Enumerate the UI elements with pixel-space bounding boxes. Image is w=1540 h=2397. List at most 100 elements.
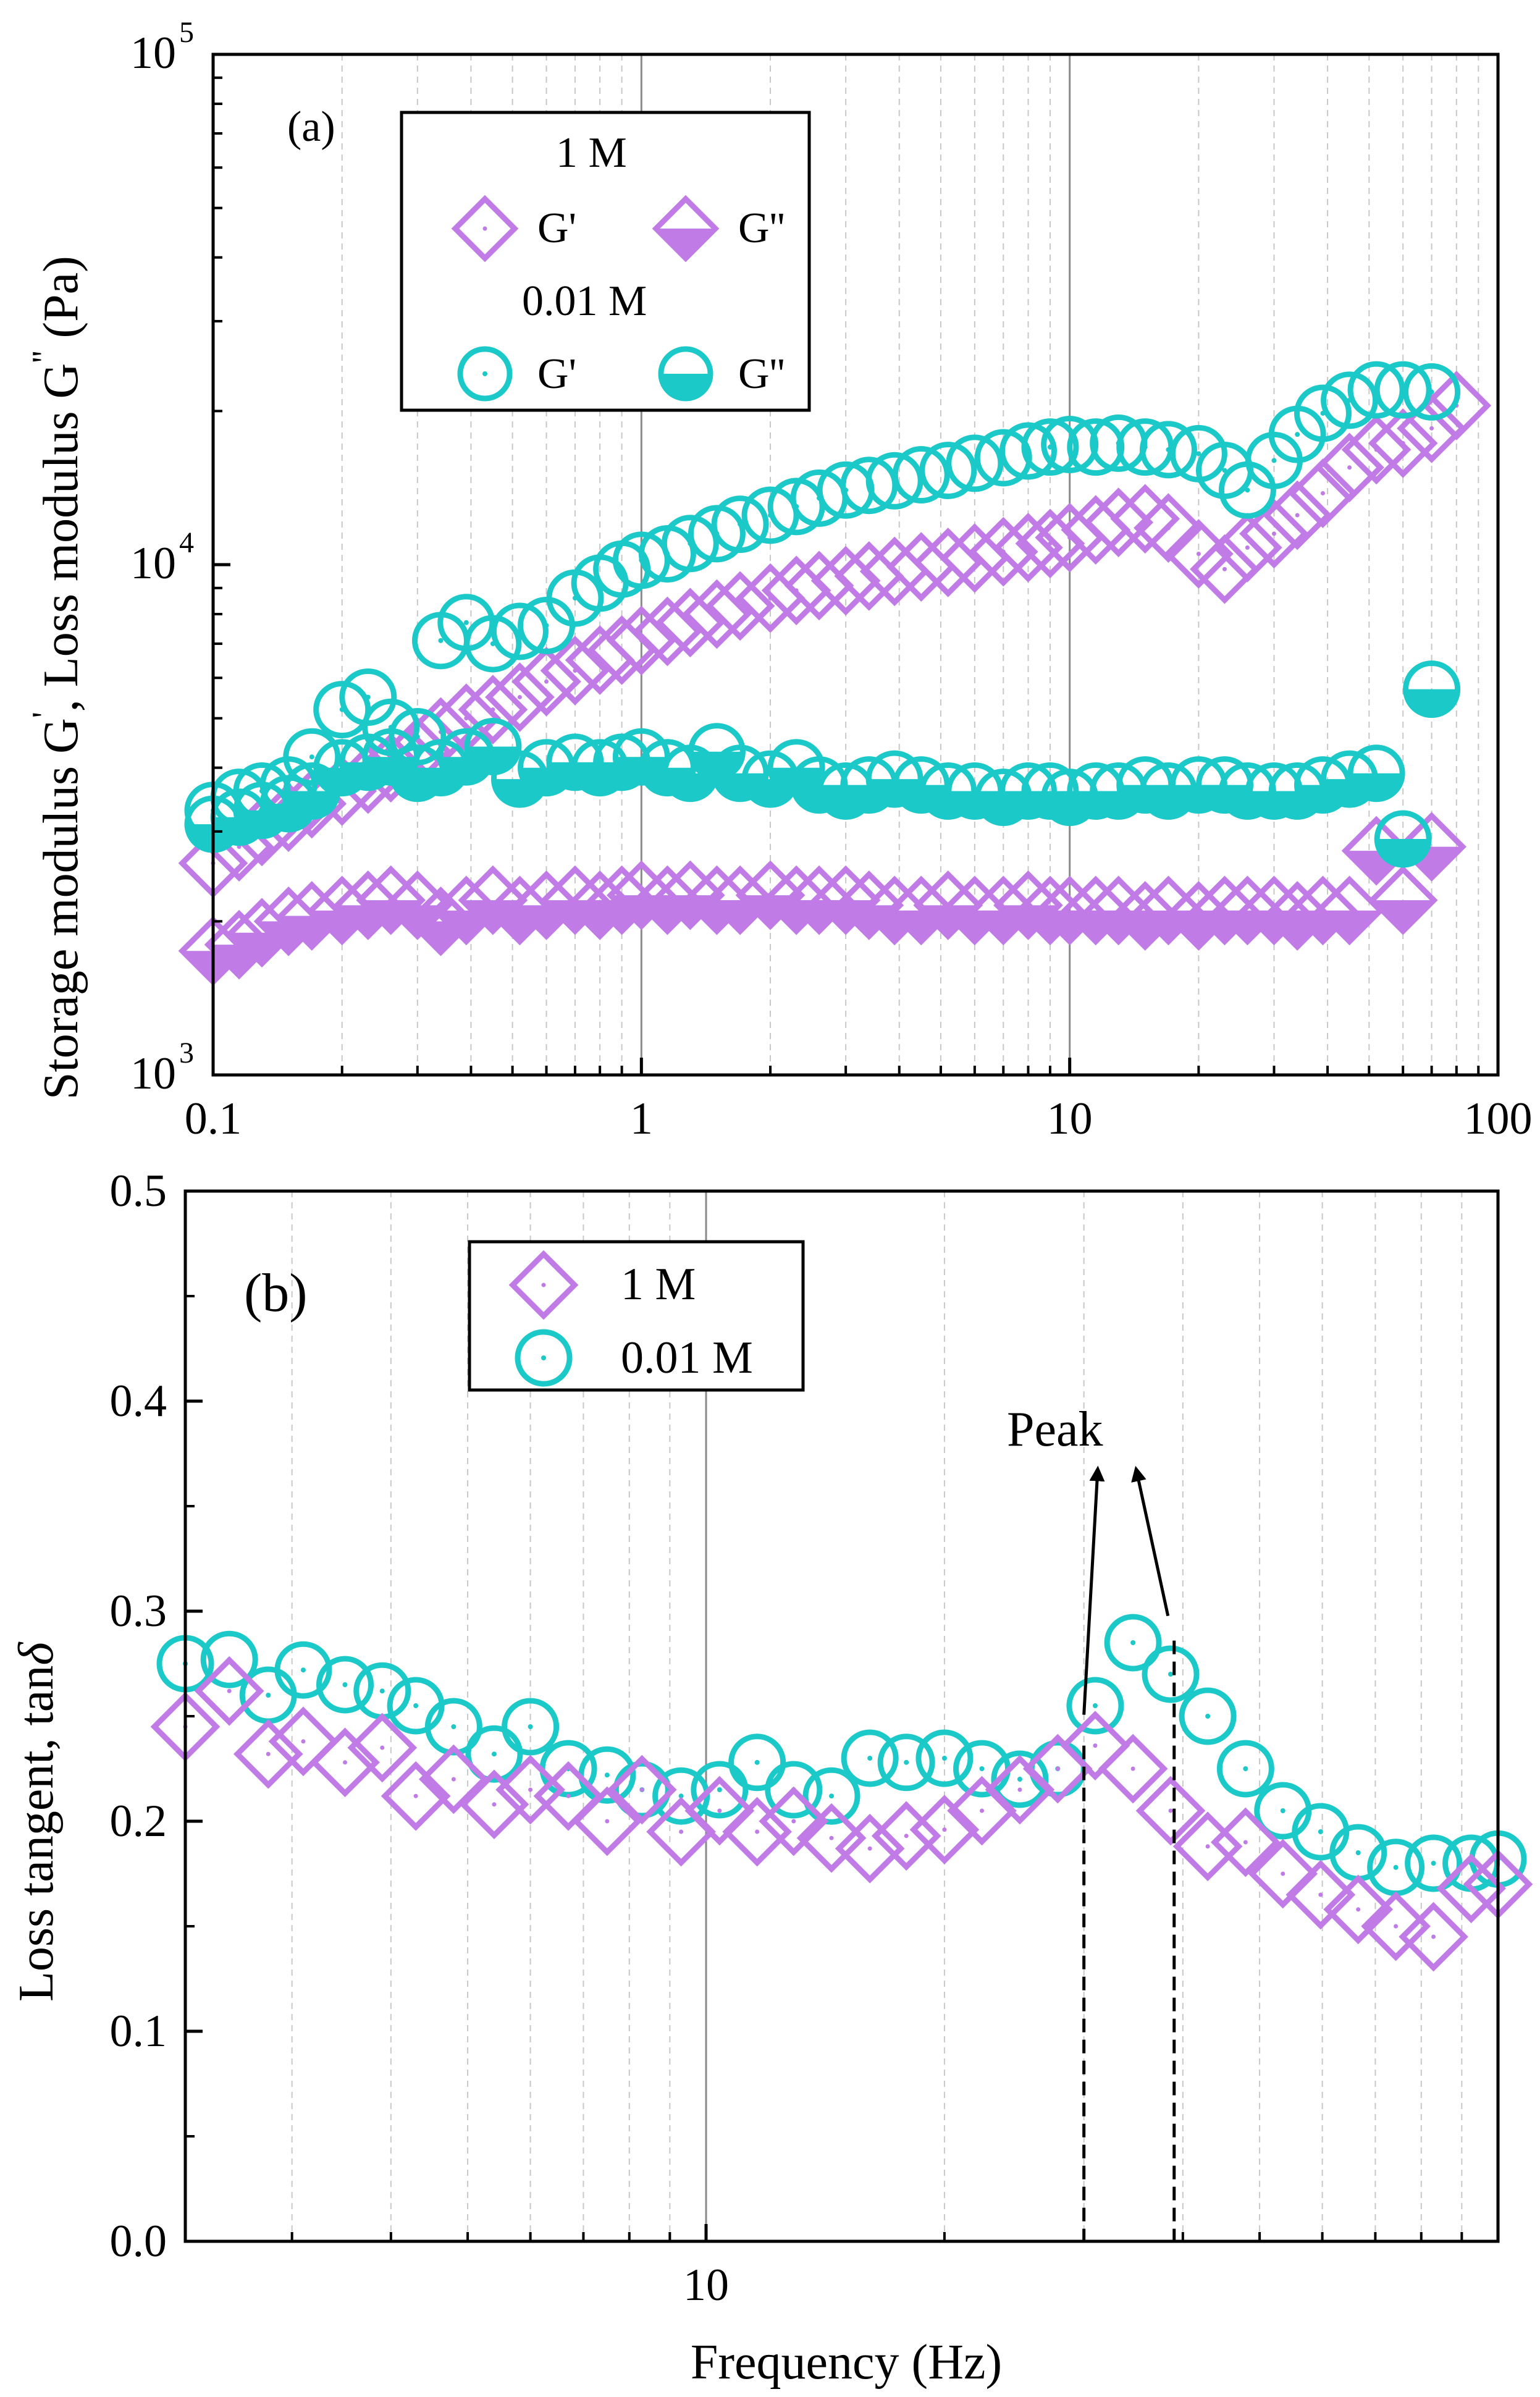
point-b-1-M <box>1172 1811 1243 1882</box>
legend-a-001m-gprime-label: G' <box>537 350 576 398</box>
point-b-1-M <box>759 1786 829 1856</box>
point-a-s3 <box>1374 810 1432 868</box>
point-b-1-M <box>607 1755 677 1825</box>
legend-a-001m-gprime-marker <box>457 346 513 402</box>
point-b-0.01-M <box>841 1729 899 1787</box>
point-b-1-M <box>909 1795 980 1864</box>
legend-a-1m-gprime-marker <box>451 195 519 263</box>
peak-annotation: Peak <box>1007 1402 1176 2241</box>
legend-a-group2-title: 0.01 M <box>522 277 647 325</box>
point-b-0.01-M <box>387 1677 445 1735</box>
y-tick-label-a: 10 <box>130 1048 176 1099</box>
point-b-1-M <box>533 1761 604 1831</box>
legend-b-1m-label: 1 M <box>621 1259 696 1310</box>
y-tick-exponent-a: 3 <box>179 1037 194 1069</box>
point-a-s2 <box>1139 421 1197 479</box>
point-a-s2 <box>283 728 341 786</box>
y-tick-label-a: 10 <box>130 538 176 589</box>
y-tick-label-b: 0.2 <box>110 1796 167 1847</box>
point-a-s0 <box>1262 480 1332 550</box>
point-b-0.01-M <box>465 1725 523 1783</box>
legend-b-001m-label: 0.01 M <box>621 1333 753 1383</box>
panel-b-legend: 1 M 0.01 M <box>468 1240 805 1392</box>
point-a-s0 <box>1213 513 1282 583</box>
point-a-s0 <box>705 571 775 641</box>
x-tick-label-a: 100 <box>1464 1093 1533 1144</box>
point-a-s0 <box>1190 534 1260 604</box>
panel-b-xlabel: Frequency (Hz) <box>691 2335 1002 2390</box>
panel-a-legend: 1 M G' G'' 0.01 M G' G'' <box>400 111 811 412</box>
peak-arrow-001m <box>1131 1465 1170 1617</box>
point-a-s3 <box>1347 744 1405 803</box>
point-b-1-M <box>418 1744 489 1814</box>
point-b-1-M <box>871 1801 941 1871</box>
point-b-1-M <box>796 1803 867 1873</box>
y-tick-label-b: 0.0 <box>110 2216 167 2267</box>
legend-b-1m-marker <box>508 1250 579 1320</box>
point-b-1-M <box>310 1727 380 1798</box>
point-a-s2 <box>1218 461 1276 519</box>
peak-arrow-1m <box>1082 1465 1105 1715</box>
point-b-1-M <box>347 1712 418 1783</box>
point-a-s3 <box>1403 660 1461 718</box>
x-tick-label-a: 0.1 <box>185 1093 242 1144</box>
x-tick-label-a: 1 <box>630 1093 653 1144</box>
panel-a-ylabel: Storage modulus G', Loss modulus G'' (Pa… <box>25 256 88 1100</box>
point-a-s0 <box>1397 393 1466 463</box>
point-b-0.01-M <box>991 1750 1049 1808</box>
point-b-1-M <box>1399 1902 1468 1972</box>
y-tick-label-b: 0.1 <box>110 2006 167 2057</box>
point-b-1-M <box>381 1761 451 1831</box>
legend-marker <box>451 195 519 263</box>
point-b-1-M <box>459 1769 529 1840</box>
point-b-0.01-M <box>1142 1645 1200 1703</box>
legend-a-1m-gprime-label: G' <box>537 204 576 252</box>
x-tick-label-b: 10 <box>683 2260 729 2311</box>
panel-b-ylabel: Loss tangent, tanδ <box>9 1641 64 2002</box>
panel-b: Peak 10 0.0 0.1 0.2 0.3 0.4 0.5 (b) 1 M 0.01 M… <box>9 1166 1533 2390</box>
panel-b-grid <box>291 1191 1463 2241</box>
point-b-0.01-M <box>1216 1740 1274 1798</box>
point-b-1-M <box>1098 1734 1168 1804</box>
y-tick-label-b: 0.4 <box>110 1376 167 1426</box>
y-tick-label-b: 0.3 <box>110 1586 167 1637</box>
point-a-s2 <box>711 495 769 554</box>
point-b-0.01-M <box>274 1641 332 1699</box>
point-b-1-M <box>722 1797 793 1867</box>
y-tick-exponent-a: 4 <box>179 526 194 559</box>
point-b-1-M <box>1248 1839 1318 1909</box>
point-a-s2 <box>1021 418 1079 476</box>
y-tick-label-a: 10 <box>130 28 176 78</box>
legend-marker <box>515 1329 573 1387</box>
y-tick-exponent-a: 5 <box>179 16 194 49</box>
point-b-0.01-M <box>728 1734 786 1792</box>
point-b-0.01-M <box>915 1729 974 1787</box>
legend-marker <box>508 1250 579 1320</box>
point-b-1-M <box>835 1813 905 1884</box>
point-b-0.01-M <box>353 1662 411 1720</box>
legend-marker <box>457 346 513 402</box>
point-a-s0 <box>511 646 581 717</box>
point-a-s2 <box>518 596 576 654</box>
panel-b-marks <box>150 1614 1533 1972</box>
point-b-0.01-M <box>1179 1687 1237 1745</box>
legend-b-001m-marker <box>515 1329 573 1387</box>
point-b-1-M <box>1361 1891 1431 1961</box>
point-a-s0 <box>1134 493 1203 563</box>
point-b-1-M <box>572 1786 642 1856</box>
point-b-0.01-M <box>877 1734 935 1792</box>
point-b-1-M <box>1285 1860 1356 1930</box>
legend-a-1m-gdouble-label: G'' <box>738 204 785 252</box>
panel-b-ticks: 10 0.0 0.1 0.2 0.3 0.4 0.5 <box>110 1166 1463 2311</box>
point-b-1-M <box>268 1706 339 1777</box>
point-a-s2 <box>339 668 397 726</box>
legend-a-group1-title: 1 M <box>556 129 627 177</box>
point-b-1-M <box>233 1719 303 1789</box>
point-a-s0 <box>1368 408 1438 478</box>
point-a-s2 <box>1403 363 1461 421</box>
point-b-1-M <box>684 1776 755 1846</box>
point-b-0.01-M <box>691 1761 749 1819</box>
